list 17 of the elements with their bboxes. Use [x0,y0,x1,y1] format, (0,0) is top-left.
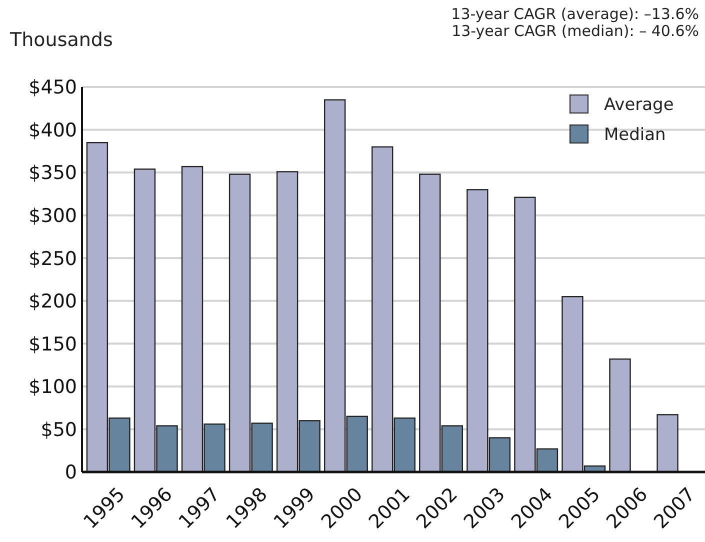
text: 13-year CAGR (median): – 40.6% [452,22,699,40]
y-tick-label: $300 [28,204,77,227]
y-tick-label: $100 [28,376,77,398]
text: 13-year CAGR (average): –13.6% [451,5,699,23]
y-tick-label: $50 [40,418,77,441]
y-tick-label: $250 [28,248,77,270]
y-tick-label: 0 [64,462,77,484]
bar [656,414,678,473]
y-tick-label: $350 [28,162,77,184]
bar [609,358,631,473]
legend-label: Average [604,94,674,115]
y-tick-label: $400 [28,119,77,142]
y-tick-label: $200 [28,290,77,313]
y-tick-label: $150 [28,333,77,356]
legend-label: Median [604,124,666,145]
y-axis-title: Thousands [9,29,113,51]
y-tick-label: $450 [28,76,77,99]
